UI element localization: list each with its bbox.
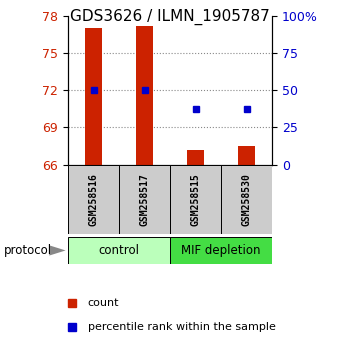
Bar	[68, 237, 170, 264]
Text: protocol: protocol	[3, 244, 52, 257]
Bar	[119, 165, 170, 234]
Bar	[136, 26, 153, 165]
Text: percentile rank within the sample: percentile rank within the sample	[88, 322, 276, 332]
Text: GDS3626 / ILMN_1905787: GDS3626 / ILMN_1905787	[70, 9, 270, 25]
Text: GSM258515: GSM258515	[190, 173, 201, 225]
Text: GSM258516: GSM258516	[88, 173, 99, 225]
Bar	[170, 165, 221, 234]
Text: GSM258530: GSM258530	[241, 173, 252, 225]
Text: count: count	[88, 298, 119, 308]
Bar	[170, 237, 272, 264]
Bar	[187, 150, 204, 165]
Text: control: control	[99, 244, 139, 257]
Bar	[85, 28, 102, 165]
Text: GSM258517: GSM258517	[139, 173, 150, 225]
Polygon shape	[49, 245, 66, 256]
Bar	[221, 165, 272, 234]
Bar	[238, 146, 255, 165]
Text: MIF depletion: MIF depletion	[181, 244, 261, 257]
Bar	[68, 165, 119, 234]
